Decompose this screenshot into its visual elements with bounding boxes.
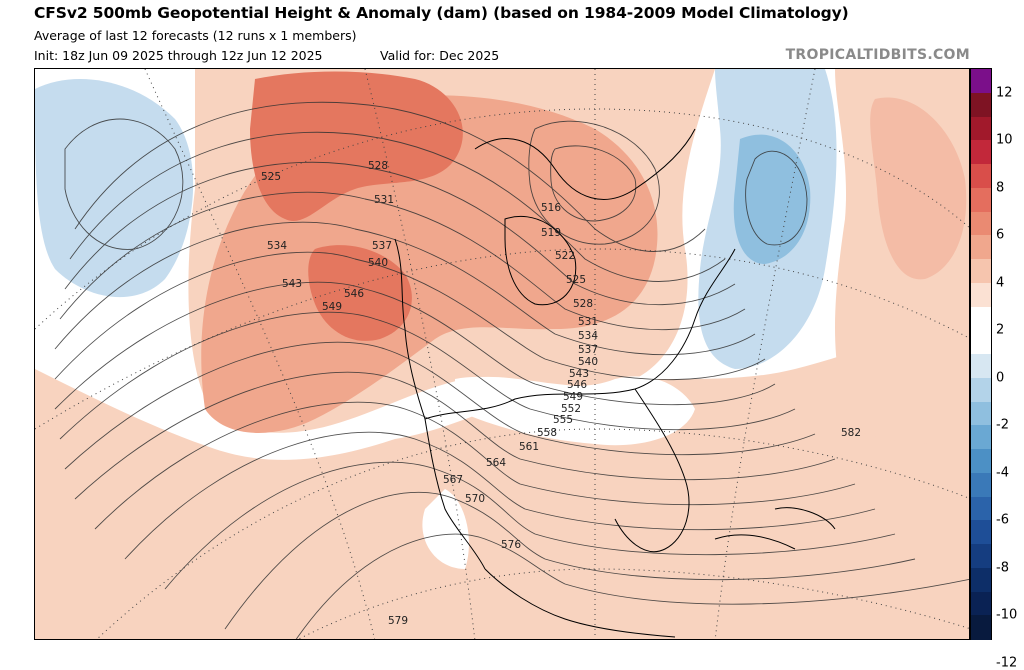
colorbar-segment xyxy=(971,449,991,474)
colorbar-segment xyxy=(971,140,991,165)
contour-label: 528 xyxy=(573,298,593,310)
colorbar-tick-label: -12 xyxy=(996,655,1018,670)
anomaly-moderate-positive-atlantic xyxy=(870,97,967,280)
contour-labels: 525 528 531 534 537 540 543 546 549 516 … xyxy=(261,160,861,627)
colorbar-segment xyxy=(971,401,991,426)
colorbar-segment xyxy=(971,377,991,402)
colorbar-segment xyxy=(971,354,991,379)
contour-label: 534 xyxy=(267,240,287,252)
chart-subtitle: Average of last 12 forecasts (12 runs x … xyxy=(34,28,357,43)
contour-label: 531 xyxy=(374,194,394,206)
contour-label: 543 xyxy=(569,368,589,380)
colorbar-tick-label: -2 xyxy=(996,417,1009,433)
graticule xyxy=(35,69,969,639)
contour-label: 558 xyxy=(537,427,557,439)
colorbar-tick-label: 12 xyxy=(996,85,1013,101)
colorbar-tick-label: 6 xyxy=(996,227,1005,243)
anomaly-neutral-mexico xyxy=(422,489,469,569)
contour-label: 534 xyxy=(578,330,598,342)
anomaly-weak-positive-south xyxy=(35,309,969,639)
colorbar-segment xyxy=(971,425,991,450)
contour-label: 582 xyxy=(841,427,861,439)
colorbar-segment xyxy=(971,591,991,616)
colorbar-segment xyxy=(971,306,991,331)
contour-label: 555 xyxy=(553,414,573,426)
height-contours xyxy=(54,101,969,639)
init-time: Init: 18z Jun 09 2025 through 12z Jun 12… xyxy=(34,48,323,63)
colorbar-tick-label: -8 xyxy=(996,560,1009,576)
colorbar-tick-label: 0 xyxy=(996,370,1005,386)
contour-label: 537 xyxy=(372,240,392,252)
colorbar-segment xyxy=(971,615,991,640)
colorbar-tick-label: 8 xyxy=(996,180,1005,196)
colorbar-segment xyxy=(971,496,991,521)
contour-label: 570 xyxy=(465,493,485,505)
colorbar-tick-label: -4 xyxy=(996,465,1009,481)
colorbar-segment xyxy=(971,282,991,307)
contour-label: 564 xyxy=(486,457,506,469)
colorbar-tick-label: 10 xyxy=(996,132,1013,148)
anomaly-strong-positive-north xyxy=(250,71,463,222)
colorbar-segment xyxy=(971,330,991,355)
anomaly-strong-positive-west xyxy=(308,245,412,341)
colorbar-segment xyxy=(971,235,991,260)
credit-watermark: TROPICALTIDBITS.COM xyxy=(785,47,970,63)
colorbar-tick-label: 2 xyxy=(996,322,1005,338)
colorbar-tick-label: -10 xyxy=(996,607,1018,623)
map-svg: 525 528 531 534 537 540 543 546 549 516 … xyxy=(35,69,969,639)
contour-label: 522 xyxy=(555,250,575,262)
anomaly-weak-positive-southwest xyxy=(35,369,95,639)
contour-label: 546 xyxy=(344,288,364,300)
colorbar xyxy=(970,68,992,640)
chart-title: CFSv2 500mb Geopotential Height & Anomal… xyxy=(34,4,849,22)
contour-label: 516 xyxy=(541,202,561,214)
contour-label: 531 xyxy=(578,316,598,328)
contour-label: 525 xyxy=(261,171,281,183)
contour-label: 543 xyxy=(282,278,302,290)
colorbar-segment xyxy=(971,544,991,569)
contour-label: 528 xyxy=(368,160,388,172)
contour-label: 546 xyxy=(567,379,587,391)
valid-time: Valid for: Dec 2025 xyxy=(380,48,500,63)
coastlines xyxy=(394,128,836,638)
contour-label: 549 xyxy=(563,391,583,403)
colorbar-segment xyxy=(971,187,991,212)
colorbar-segment xyxy=(971,520,991,545)
anomaly-weak-negative-pacific xyxy=(35,79,194,298)
contour-label: 561 xyxy=(519,441,539,453)
colorbar-segment xyxy=(971,116,991,141)
contour-label: 549 xyxy=(322,301,342,313)
colorbar-tick-label: -6 xyxy=(996,512,1009,528)
colorbar-segment xyxy=(971,211,991,236)
contour-label: 567 xyxy=(443,474,463,486)
contour-label: 537 xyxy=(578,344,598,356)
colorbar-segment xyxy=(971,92,991,117)
colorbar-segment xyxy=(971,69,991,94)
contour-label: 552 xyxy=(561,403,581,415)
contour-label: 519 xyxy=(541,227,561,239)
contour-label: 576 xyxy=(501,539,521,551)
contour-label: 540 xyxy=(578,356,598,368)
contour-label: 525 xyxy=(566,274,586,286)
colorbar-tick-label: 4 xyxy=(996,275,1005,291)
colorbar-segment xyxy=(971,164,991,189)
colorbar-segment xyxy=(971,567,991,592)
anomaly-moderate-negative-atlantic xyxy=(733,134,811,264)
contour-label: 540 xyxy=(368,257,388,269)
colorbar-segment xyxy=(971,472,991,497)
colorbar-segment xyxy=(971,259,991,284)
map-panel: 525 528 531 534 537 540 543 546 549 516 … xyxy=(34,68,970,640)
contour-label: 579 xyxy=(388,615,408,627)
